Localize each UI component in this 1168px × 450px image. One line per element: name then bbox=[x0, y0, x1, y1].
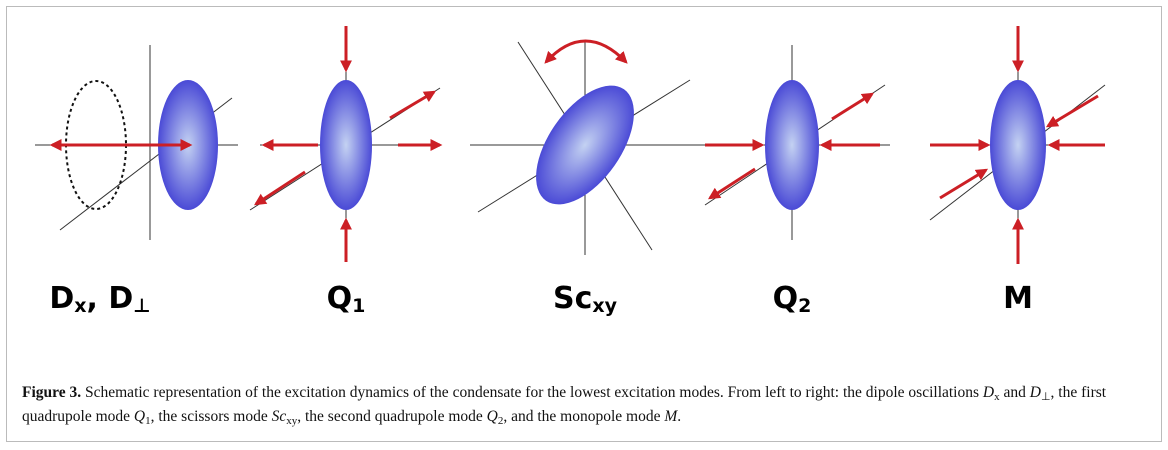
panel-labels: Dx, D⊥ Q1 Scxy Q2 M bbox=[49, 281, 1033, 317]
caption-text: and bbox=[999, 384, 1030, 401]
label-subscript: xy bbox=[592, 295, 617, 317]
caption-text: , the second quadrupole mode bbox=[297, 408, 487, 425]
label-text: Q bbox=[773, 281, 799, 316]
panel-label: Scxy bbox=[553, 281, 618, 317]
panel-q2 bbox=[700, 45, 890, 240]
caption-text: , the first quadrupole mode bbox=[22, 384, 1107, 425]
caption-text: , the scissors mode bbox=[150, 408, 272, 425]
caption-text: . bbox=[677, 408, 682, 425]
panel-label: Dx, D⊥ bbox=[49, 281, 150, 317]
panel-label: Q2 bbox=[773, 281, 812, 317]
diagram: Dx, D⊥ Q1 Scxy Q2 M bbox=[35, 26, 1106, 317]
label-text: M bbox=[1003, 281, 1033, 316]
label-subscript: x bbox=[74, 295, 86, 317]
caption-text: M bbox=[664, 408, 678, 425]
label-text: Sc bbox=[553, 281, 592, 316]
panel-monopole bbox=[929, 26, 1106, 264]
caption-text: Figure 3. bbox=[22, 384, 82, 401]
caption-text: 1 bbox=[145, 415, 151, 427]
label-subscript: 2 bbox=[798, 295, 811, 317]
panel-label: Q1 bbox=[327, 281, 366, 317]
label-text: , D bbox=[87, 281, 134, 316]
caption-text: Schematic representation of the excitati… bbox=[81, 384, 983, 401]
panel-q1 bbox=[249, 26, 443, 262]
caption-text: ⊥ bbox=[1040, 391, 1051, 403]
caption: Figure 3. Schematic representation of th… bbox=[22, 383, 1142, 431]
figure-frame bbox=[6, 6, 1162, 442]
caption-text: D bbox=[982, 384, 995, 401]
caption-text: Sc bbox=[271, 408, 287, 425]
caption-text: , and the monopole mode bbox=[503, 408, 665, 425]
label-text: D bbox=[49, 281, 74, 316]
caption-text: Q bbox=[486, 408, 498, 425]
panel-label: M bbox=[1003, 281, 1033, 316]
caption-text: Q bbox=[133, 408, 146, 425]
label-subscript: 1 bbox=[352, 295, 365, 317]
label-text: Q bbox=[327, 281, 353, 316]
panel-dipole bbox=[35, 45, 238, 240]
caption-text: xy bbox=[286, 415, 298, 427]
caption-text: D bbox=[1029, 384, 1041, 401]
panel-scissors bbox=[470, 39, 700, 255]
label-subscript: ⊥ bbox=[133, 295, 150, 317]
caption-text: 2 bbox=[497, 415, 504, 427]
caption-text: x bbox=[994, 391, 1000, 403]
